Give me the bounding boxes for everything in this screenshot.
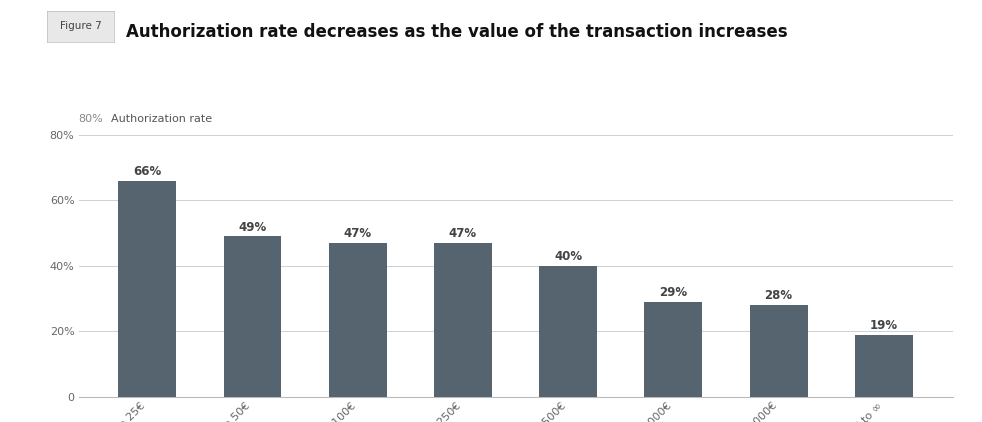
Bar — [539, 266, 597, 397]
Bar — [644, 302, 702, 397]
Bar — [749, 305, 807, 397]
Text: Authorization rate: Authorization rate — [111, 114, 212, 124]
Text: Figure 7: Figure 7 — [60, 22, 101, 31]
Bar — [329, 243, 387, 397]
Text: 49%: 49% — [239, 221, 266, 234]
Text: 29%: 29% — [659, 286, 687, 299]
Text: 40%: 40% — [554, 250, 582, 263]
Bar — [855, 335, 913, 397]
Text: 19%: 19% — [870, 319, 898, 332]
Text: 47%: 47% — [344, 227, 372, 241]
Text: 28%: 28% — [765, 289, 792, 303]
Text: 66%: 66% — [134, 165, 161, 178]
Text: Authorization rate decreases as the value of the transaction increases: Authorization rate decreases as the valu… — [126, 23, 788, 41]
Bar — [224, 236, 282, 397]
Bar — [434, 243, 492, 397]
Text: 47%: 47% — [449, 227, 477, 241]
Bar — [118, 181, 176, 397]
Text: 80%: 80% — [79, 114, 103, 124]
